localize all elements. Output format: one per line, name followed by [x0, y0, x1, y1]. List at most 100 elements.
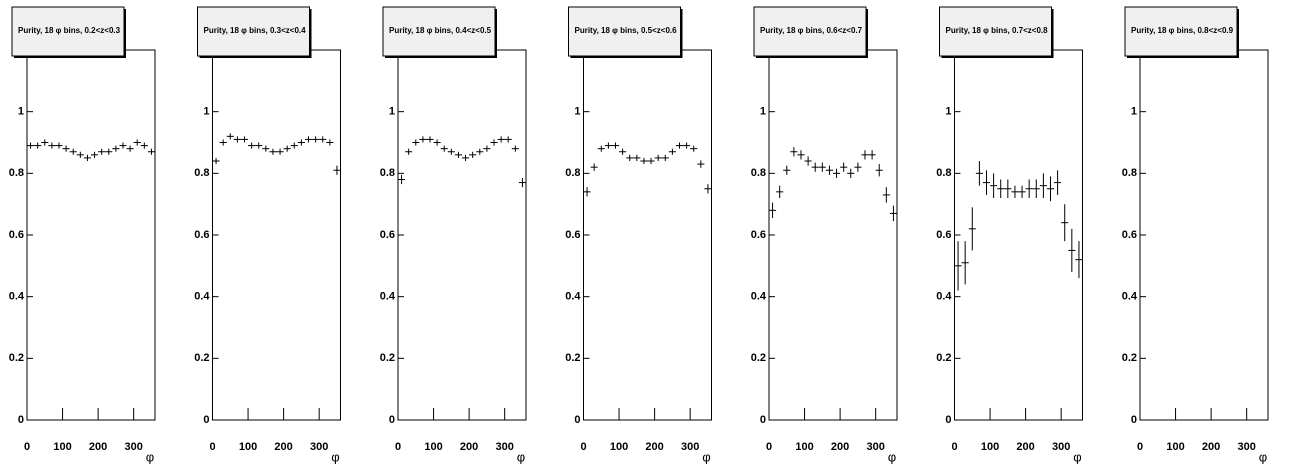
y-tick-label: 0.2 [194, 352, 209, 364]
x-tick-label: 0 [766, 441, 772, 453]
y-tick-label: 1 [1131, 106, 1137, 118]
y-tick-label: 0 [18, 414, 24, 426]
y-tick-label: 1 [203, 106, 209, 118]
x-tick-label: 100 [795, 441, 813, 453]
x-tick-label: 200 [1202, 441, 1220, 453]
y-tick-label: 1 [389, 106, 395, 118]
y-tick-label: 0.8 [1122, 167, 1137, 179]
x-tick-label: 300 [866, 441, 884, 453]
y-tick-label: 0.8 [380, 167, 395, 179]
x-tick-label: 200 [1016, 441, 1034, 453]
x-tick-label: 100 [1166, 441, 1184, 453]
plot-frame [26, 49, 156, 421]
x-axis-label: φ [1073, 449, 1081, 464]
x-tick-label: 300 [310, 441, 328, 453]
panel: 0 0.2 0.4 0.6 0.8 1 0 100 200 300 φ Purity, 18 φ bi… [751, 6, 898, 464]
y-tick-label: 0.4 [1122, 291, 1138, 303]
x-tick-label: 0 [1137, 441, 1143, 453]
y-tick-label: 0.6 [194, 229, 209, 241]
x-axis-label: φ [888, 449, 896, 464]
y-tick-label: 0.2 [565, 352, 580, 364]
x-tick-label: 100 [53, 441, 71, 453]
y-tick-label: 0.4 [194, 291, 210, 303]
y-tick-label: 1 [574, 106, 580, 118]
y-tick-label: 0.8 [565, 167, 580, 179]
y-tick-label: 0.6 [9, 229, 24, 241]
x-tick-label: 300 [124, 441, 142, 453]
y-tick-label: 0.4 [751, 291, 767, 303]
x-tick-label: 0 [951, 441, 957, 453]
y-tick-label: 0 [574, 414, 580, 426]
y-tick-label: 0.4 [565, 291, 581, 303]
y-tick-label: 0.6 [1122, 229, 1137, 241]
plot-frame [583, 49, 712, 421]
x-tick-label: 0 [580, 441, 586, 453]
y-tick-label: 0.4 [936, 291, 952, 303]
x-tick-label: 300 [1052, 441, 1070, 453]
x-tick-label: 100 [239, 441, 257, 453]
title-box [197, 6, 310, 57]
y-tick-label: 0.6 [565, 229, 580, 241]
x-axis-label: φ [702, 449, 710, 464]
title-box [939, 6, 1052, 57]
x-tick-label: 0 [24, 441, 30, 453]
y-tick-label: 0.6 [936, 229, 951, 241]
y-tick-label: 0.2 [936, 352, 951, 364]
y-tick-label: 0 [1131, 414, 1137, 426]
x-tick-label: 300 [495, 441, 513, 453]
title-box [753, 6, 867, 57]
x-tick-label: 200 [460, 441, 478, 453]
x-tick-label: 100 [981, 441, 999, 453]
y-tick-label: 0.8 [194, 167, 209, 179]
y-tick-label: 0.4 [380, 291, 396, 303]
x-tick-label: 200 [89, 441, 107, 453]
x-tick-label: 0 [395, 441, 401, 453]
plot-frame [768, 49, 898, 421]
y-tick-label: 0.2 [1122, 352, 1137, 364]
title-box [382, 6, 496, 57]
chart-title: Purity, 18 φ bins, 0.8<z<0.9 [1131, 26, 1234, 35]
y-tick-label: 0.8 [751, 167, 766, 179]
y-tick-label: 0.6 [380, 229, 395, 241]
plot-frame [954, 49, 1083, 421]
title-box [568, 6, 681, 57]
y-tick-label: 0 [203, 414, 209, 426]
chart-title: Purity, 18 φ bins, 0.4<z<0.5 [389, 26, 492, 35]
plot-frame [212, 49, 341, 421]
y-tick-label: 0.2 [380, 352, 395, 364]
chart-title: Purity, 18 φ bins, 0.7<z<0.8 [946, 26, 1049, 35]
title-box [11, 6, 125, 57]
x-tick-label: 200 [274, 441, 292, 453]
y-tick-label: 1 [760, 106, 766, 118]
title-box [1124, 6, 1238, 57]
y-tick-label: 0 [945, 414, 951, 426]
x-tick-label: 300 [1237, 441, 1255, 453]
x-tick-label: 100 [424, 441, 442, 453]
x-tick-label: 300 [681, 441, 699, 453]
chart-title: Purity, 18 φ bins, 0.6<z<0.7 [760, 26, 863, 35]
x-tick-label: 0 [209, 441, 215, 453]
panel: 0 0.2 0.4 0.6 0.8 1 0 100 200 300 φ Purity, 18 φ bi… [1122, 6, 1269, 464]
x-axis-label: φ [1259, 449, 1267, 464]
y-tick-label: 0.2 [751, 352, 766, 364]
plot-frame [1139, 49, 1269, 421]
y-tick-label: 0.8 [9, 167, 24, 179]
y-tick-label: 0 [760, 414, 766, 426]
y-tick-label: 1 [945, 106, 951, 118]
x-axis-label: φ [146, 449, 154, 464]
x-axis-label: φ [517, 449, 525, 464]
y-tick-label: 0.2 [9, 352, 24, 364]
y-tick-label: 0.8 [936, 167, 951, 179]
y-tick-label: 0.6 [751, 229, 766, 241]
x-tick-label: 200 [831, 441, 849, 453]
x-axis-label: φ [331, 449, 339, 464]
chart-title: Purity, 18 φ bins, 0.5<z<0.6 [575, 26, 678, 35]
y-tick-label: 0.4 [9, 291, 25, 303]
x-tick-label: 100 [610, 441, 628, 453]
